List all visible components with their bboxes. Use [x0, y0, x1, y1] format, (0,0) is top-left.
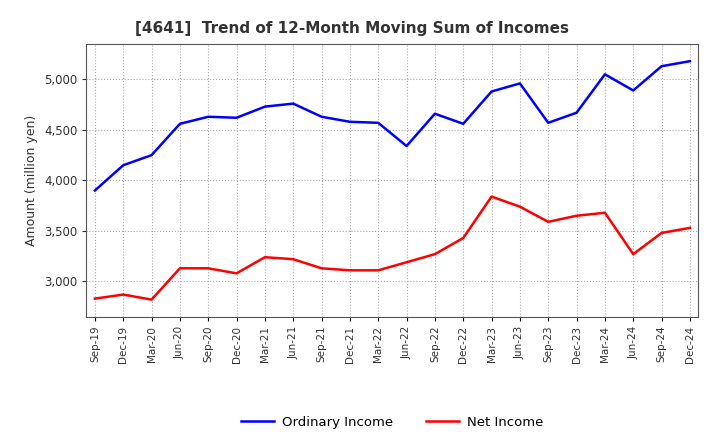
- Ordinary Income: [233, 115, 241, 121]
- Line: Net Income: Net Income: [95, 197, 690, 300]
- Ordinary Income: [91, 188, 99, 193]
- Ordinary Income: [431, 111, 439, 116]
- Ordinary Income: [685, 59, 694, 64]
- Net Income: [629, 252, 637, 257]
- Net Income: [91, 296, 99, 301]
- Ordinary Income: [148, 153, 156, 158]
- Ordinary Income: [516, 81, 524, 86]
- Net Income: [402, 260, 411, 265]
- Net Income: [657, 230, 666, 235]
- Net Income: [459, 235, 467, 241]
- Net Income: [261, 255, 269, 260]
- Net Income: [148, 297, 156, 302]
- Line: Ordinary Income: Ordinary Income: [95, 61, 690, 191]
- Net Income: [431, 252, 439, 257]
- Ordinary Income: [346, 119, 354, 125]
- Ordinary Income: [600, 72, 609, 77]
- Ordinary Income: [544, 120, 552, 125]
- Ordinary Income: [572, 110, 581, 115]
- Net Income: [233, 271, 241, 276]
- Ordinary Income: [261, 104, 269, 109]
- Y-axis label: Amount (million yen): Amount (million yen): [25, 115, 38, 246]
- Net Income: [487, 194, 496, 199]
- Net Income: [119, 292, 127, 297]
- Net Income: [289, 257, 297, 262]
- Net Income: [600, 210, 609, 215]
- Legend: Ordinary Income, Net Income: Ordinary Income, Net Income: [236, 411, 549, 435]
- Ordinary Income: [176, 121, 184, 126]
- Net Income: [204, 266, 212, 271]
- Text: [4641]  Trend of 12-Month Moving Sum of Incomes: [4641] Trend of 12-Month Moving Sum of I…: [135, 21, 570, 36]
- Ordinary Income: [657, 64, 666, 69]
- Ordinary Income: [629, 88, 637, 93]
- Ordinary Income: [487, 89, 496, 94]
- Ordinary Income: [204, 114, 212, 119]
- Ordinary Income: [374, 120, 382, 125]
- Net Income: [544, 219, 552, 224]
- Ordinary Income: [318, 114, 326, 119]
- Net Income: [685, 225, 694, 231]
- Net Income: [516, 204, 524, 209]
- Net Income: [374, 268, 382, 273]
- Net Income: [176, 266, 184, 271]
- Ordinary Income: [402, 143, 411, 149]
- Ordinary Income: [289, 101, 297, 106]
- Ordinary Income: [459, 121, 467, 126]
- Net Income: [318, 266, 326, 271]
- Ordinary Income: [119, 163, 127, 168]
- Net Income: [346, 268, 354, 273]
- Net Income: [572, 213, 581, 218]
